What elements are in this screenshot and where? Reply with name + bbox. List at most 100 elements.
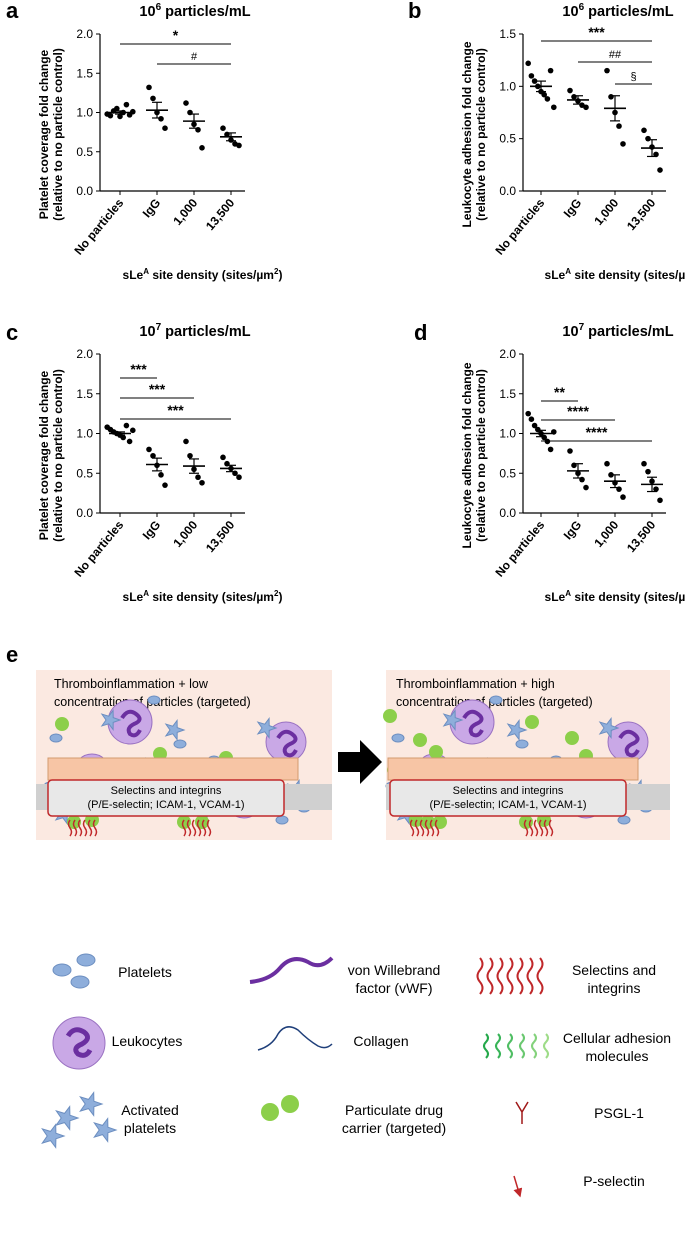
data-point	[608, 94, 614, 100]
data-point	[146, 84, 152, 91]
selectin-icon	[82, 819, 88, 837]
activated-platelet-icon	[93, 1117, 118, 1143]
data-point	[583, 104, 589, 111]
y-tick-label: 1.5	[499, 27, 516, 41]
selectin-icon	[419, 819, 425, 837]
legend-vwf-line-1: von Willebrand	[348, 962, 441, 978]
legend-carrier-line-2: carrier (targeted)	[342, 1120, 446, 1136]
left-caption-line-1: Thromboinflammation + low	[54, 677, 209, 691]
activated-platelet-icon	[100, 709, 122, 731]
x-tick-label: No particles	[71, 196, 126, 258]
x-tick-label: IgG	[561, 196, 585, 220]
data-point	[183, 438, 189, 445]
selectin-icon	[409, 819, 415, 837]
selectin-icon	[496, 957, 504, 995]
data-point	[528, 73, 535, 79]
platelet-icon	[173, 739, 187, 749]
data-point	[604, 460, 610, 467]
particle-icon	[565, 731, 579, 745]
selectin-icon	[87, 819, 93, 837]
adhesion-molecule-icon	[507, 1033, 513, 1059]
data-point	[117, 113, 123, 120]
x-tick-label: IgG	[140, 518, 164, 542]
significance-label: ****	[586, 424, 608, 440]
selectin-icon	[538, 819, 544, 837]
particle-icon	[525, 715, 539, 729]
title-rest: particles/mL	[161, 4, 251, 20]
legend-vwf-line-2: factor (vWF)	[356, 980, 433, 996]
selectin-icon	[476, 957, 484, 995]
platelet-icon	[617, 815, 631, 825]
data-point	[653, 486, 659, 492]
y-tick-label: 2.0	[499, 347, 516, 361]
data-point	[547, 446, 554, 453]
y-axis-label-line-2: (relative to no particle control)	[51, 369, 65, 542]
right-selectin-box	[389, 779, 627, 817]
panel-letter-d: d	[414, 320, 427, 345]
schematic-left: Thromboinflammation + low concentration …	[36, 670, 332, 840]
data-point	[199, 479, 205, 486]
legend-selectins-line-2: integrins	[588, 980, 641, 996]
y-axis-label-line-1: Platelet coverage fold change	[37, 49, 51, 219]
y-axis-label-line-2: (relative to no particle control)	[51, 48, 65, 221]
data-point	[187, 452, 193, 459]
y-tick-label: 0.5	[499, 132, 516, 146]
schematic-right: Thromboinflammation + high concentration…	[383, 670, 670, 840]
activated-platelet-icon	[41, 1123, 66, 1149]
significance-label: ***	[130, 361, 147, 377]
legend-cam-line-2: molecules	[585, 1048, 648, 1064]
significance-label: ##	[609, 49, 622, 61]
legend-cam-line-1: Cellular adhesion	[563, 1030, 671, 1046]
data-point	[544, 96, 551, 102]
panel-letter-e: e	[6, 642, 18, 667]
title-exponent: 6	[156, 2, 162, 13]
y-tick-label: 1.5	[76, 387, 93, 401]
legend-leukocytes: Leukocytes	[112, 1033, 183, 1049]
chart-title: 107 particles/mL	[139, 322, 250, 340]
chart-title: 106 particles/mL	[562, 2, 673, 20]
vwf-icon	[249, 956, 334, 984]
selectin-icon	[196, 819, 202, 837]
data-point	[567, 448, 573, 454]
data-point	[158, 472, 164, 478]
data-point	[551, 429, 557, 435]
x-tick-label: 13,500	[624, 196, 659, 233]
data-point	[162, 482, 168, 488]
selectin-icon	[67, 819, 73, 837]
data-point	[123, 101, 130, 108]
selectin-icon	[506, 957, 514, 995]
data-point	[616, 123, 622, 129]
data-point	[653, 151, 659, 158]
leukocyte-icon	[449, 699, 495, 745]
panel-letter-a: a	[6, 0, 19, 23]
significance-label: §	[630, 71, 636, 83]
panel-letter-c: c	[6, 320, 18, 345]
activated-platelet-icon	[598, 717, 620, 739]
leukocyte-icon	[52, 1016, 106, 1070]
selectin-icon	[424, 819, 430, 837]
significance-label: #	[191, 51, 198, 63]
selectin-icon	[77, 819, 83, 837]
adhesion-molecule-icon	[543, 1033, 549, 1059]
platelet-icon	[515, 739, 529, 749]
data-point	[220, 125, 226, 131]
data-point	[220, 454, 226, 461]
activated-platelets-icon	[41, 1091, 118, 1149]
data-point	[535, 426, 541, 433]
selectin-icon	[523, 819, 529, 837]
platelet-icon	[275, 815, 289, 825]
title-rest: particles/mL	[584, 4, 674, 20]
selectin-icon	[543, 819, 549, 837]
particle-icon	[55, 717, 69, 731]
y-tick-label: 2.0	[76, 347, 93, 361]
activated-platelet-icon	[79, 1091, 104, 1117]
selectin-icon	[429, 819, 435, 837]
y-axis-label-line-1: Leukocyte adhesion fold change	[460, 362, 474, 548]
y-tick-label: 1.0	[499, 427, 516, 441]
x-tick-label: IgG	[140, 196, 164, 220]
selectin-icon	[181, 819, 187, 837]
y-axis-label-line-2: (relative to no particle control)	[474, 48, 488, 221]
title-base: 10	[139, 4, 155, 20]
data-point	[604, 67, 610, 74]
transition-arrow-icon	[338, 740, 382, 784]
